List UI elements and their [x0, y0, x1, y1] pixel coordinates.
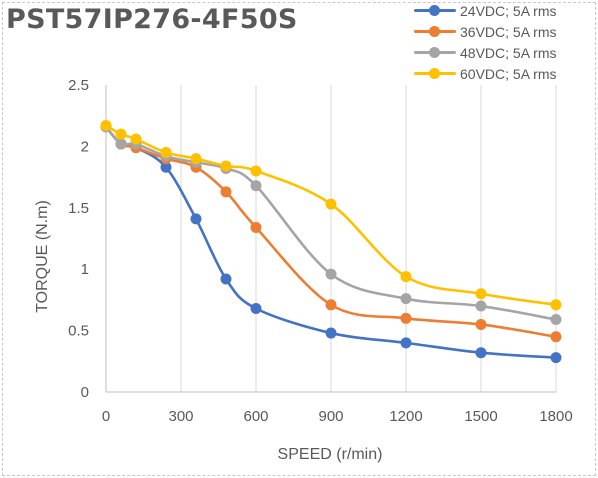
legend-label: 60VDC; 5A rms [460, 65, 557, 82]
y-tick-label: 1 [81, 261, 89, 278]
data-point [325, 299, 337, 311]
x-tick-label: 600 [243, 408, 268, 425]
data-point [325, 327, 337, 339]
legend-swatch [412, 21, 458, 42]
x-tick-label: 900 [318, 408, 343, 425]
legend-swatch [412, 42, 458, 63]
data-point [190, 153, 202, 165]
x-tick-label: 1800 [539, 408, 572, 425]
legend-swatch-marker [429, 5, 440, 16]
data-point [220, 160, 232, 172]
data-point [115, 128, 127, 140]
data-point [250, 165, 262, 177]
y-tick-label: 2 [81, 138, 89, 155]
y-axis-title: TORQUE (N.m) [34, 200, 51, 313]
legend-item: 24VDC; 5A rms [412, 0, 596, 21]
legend-swatch-marker [429, 26, 440, 37]
y-tick-label: 0 [81, 384, 89, 401]
y-tick-label: 0.5 [68, 323, 89, 340]
data-point [475, 288, 487, 300]
data-point [220, 273, 232, 285]
data-point [550, 299, 562, 311]
data-point [550, 331, 562, 343]
data-point [400, 337, 412, 349]
chart-title: PST57IP276-4F50S [6, 4, 298, 35]
x-axis-title: SPEED (r/min) [278, 446, 383, 463]
chart-legend: 24VDC; 5A rms 36VDC; 5A rms 48VDC; 5A rms 6… [412, 0, 596, 84]
legend-swatch [412, 0, 458, 21]
data-point [250, 221, 262, 233]
legend-label: 24VDC; 5A rms [460, 2, 557, 19]
x-tick-label: 1200 [389, 408, 422, 425]
legend-item: 60VDC; 5A rms [412, 63, 596, 84]
data-point [400, 293, 412, 305]
data-point [400, 271, 412, 283]
data-point [100, 120, 112, 132]
x-tick-label: 1500 [464, 408, 497, 425]
data-point [160, 147, 172, 159]
data-point [475, 318, 487, 330]
data-point [475, 347, 487, 359]
data-point [250, 302, 262, 314]
data-point [190, 213, 202, 225]
data-point [325, 198, 337, 210]
data-point [160, 161, 172, 173]
data-point [475, 300, 487, 312]
data-point [325, 268, 337, 280]
data-point [115, 138, 127, 150]
y-tick-label: 2.5 [68, 77, 89, 94]
data-point [400, 312, 412, 324]
legend-item: 36VDC; 5A rms [412, 21, 596, 42]
x-tick-label: 300 [168, 408, 193, 425]
legend-swatch-marker [429, 68, 440, 79]
data-point [550, 314, 562, 326]
data-point [550, 352, 562, 364]
legend-label: 36VDC; 5A rms [460, 23, 557, 40]
x-tick-label: 0 [102, 408, 110, 425]
data-point [220, 186, 232, 198]
legend-label: 48VDC; 5A rms [460, 44, 557, 61]
data-point [130, 133, 142, 145]
legend-swatch [412, 63, 458, 84]
legend-item: 48VDC; 5A rms [412, 42, 596, 63]
legend-swatch-marker [429, 47, 440, 58]
data-point [250, 180, 262, 192]
y-tick-label: 1.5 [68, 200, 89, 217]
